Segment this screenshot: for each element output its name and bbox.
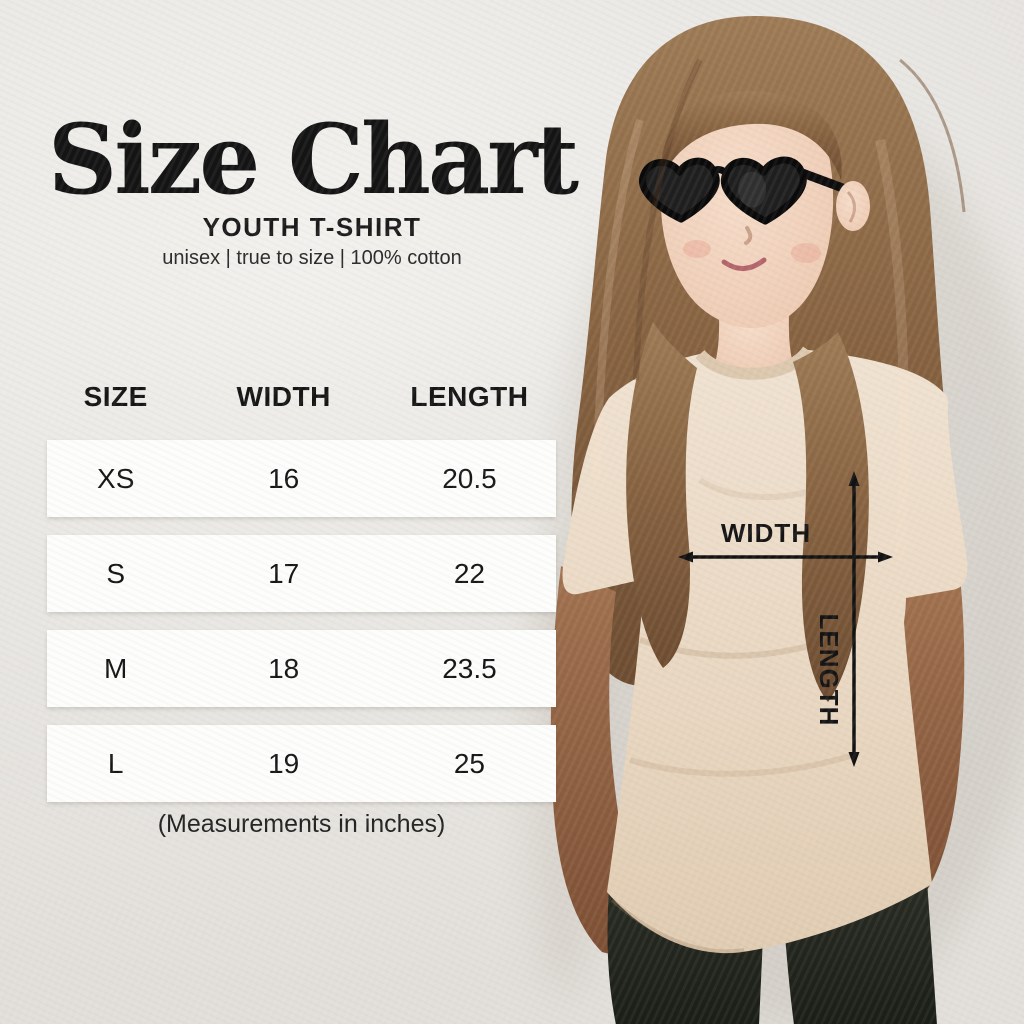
table-row-s: S 17 22 (47, 535, 556, 612)
column-header-length: LENGTH (410, 381, 529, 412)
nose (744, 226, 753, 245)
width-arrow (678, 551, 893, 563)
lens-gloss (738, 171, 767, 208)
page-subtitle: YOUTH T-SHIRT (202, 212, 422, 242)
blush-right (791, 243, 821, 263)
cell-length: 25 (453, 747, 486, 779)
measurements-note: (Measurements in inches) (157, 810, 446, 838)
length-arrow (848, 471, 860, 767)
left-lens (639, 157, 720, 223)
hair-fringe (660, 91, 842, 180)
width-measure-label: WIDTH (720, 518, 812, 548)
page-tagline: unisex | true to size | 100% cotton (162, 247, 462, 269)
heart-sunglasses (639, 156, 851, 225)
temple-arm (795, 167, 851, 194)
length-measure-label: LENGTH (814, 613, 844, 727)
table-row-m: M 18 23.5 (47, 630, 556, 707)
cell-width: 19 (268, 747, 300, 779)
table-row-l: L 19 25 (47, 725, 556, 802)
hem-stitch (610, 898, 745, 954)
hair-wisp (899, 58, 966, 213)
cell-width: 18 (268, 652, 300, 684)
right-lens (720, 156, 807, 225)
cell-width: 16 (268, 462, 300, 494)
cell-length: 22 (453, 557, 486, 589)
cell-size: M (104, 652, 128, 684)
cell-width: 17 (268, 557, 300, 589)
column-header-width: WIDTH (236, 381, 331, 412)
column-header-size: SIZE (83, 381, 148, 412)
table-row-xs: XS 16 20.5 (47, 440, 556, 517)
size-table: SIZE WIDTH LENGTH XS 16 20.5 S 17 22 M 1… (47, 372, 556, 802)
size-table-header: SIZE WIDTH LENGTH (47, 372, 556, 422)
cell-size: XS (97, 462, 135, 494)
cell-size: S (106, 557, 126, 589)
ear (836, 181, 870, 231)
blush-left (683, 240, 711, 258)
shirt-wrinkle (629, 753, 851, 777)
cell-length: 20.5 (442, 462, 497, 494)
page-title: Size Chart (47, 103, 579, 216)
cell-length: 23.5 (442, 652, 497, 684)
mouth (721, 257, 767, 271)
cell-size: L (107, 747, 124, 779)
ear-fold (846, 190, 856, 223)
left-arm (550, 566, 655, 966)
hair-front (592, 58, 909, 702)
